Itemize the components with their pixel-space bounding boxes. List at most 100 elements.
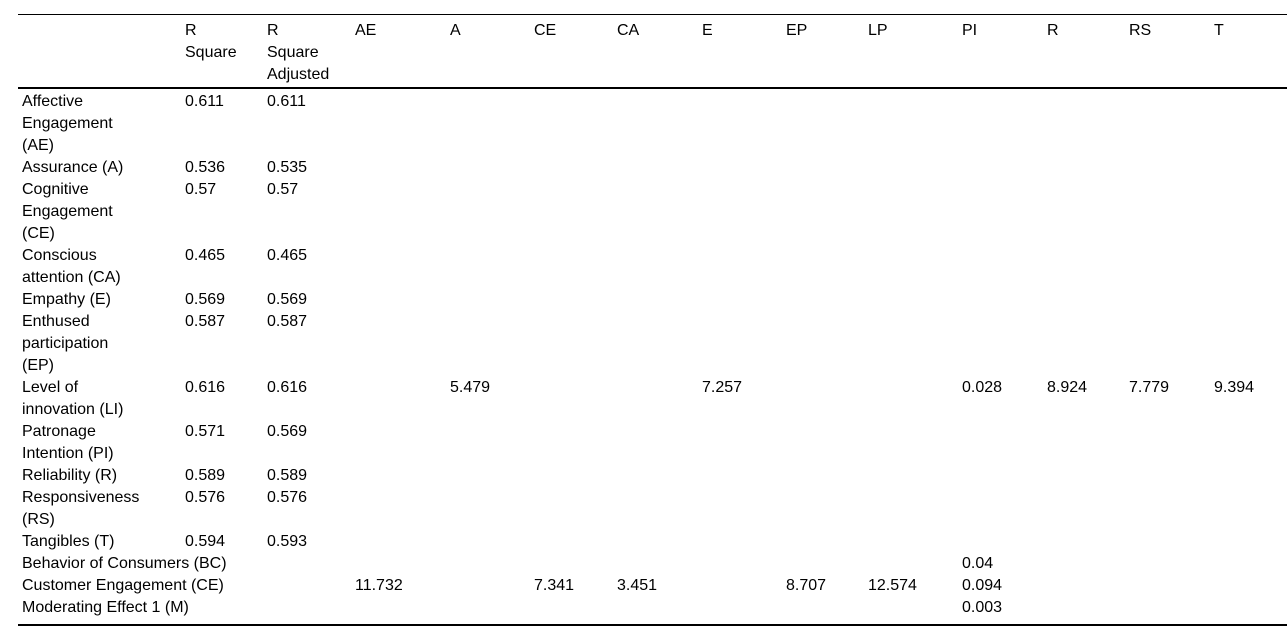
row-label: Conscious attention (CA): [18, 245, 185, 289]
cell-T: [1214, 487, 1287, 531]
cell-r_square: 0.571: [185, 423, 226, 440]
cell-PI: [962, 465, 1047, 487]
cell-AE: [355, 377, 450, 421]
cell-T: [1214, 421, 1287, 465]
cell-PI: [962, 157, 1047, 179]
cell-CA: [617, 421, 702, 465]
cell-AE: [355, 289, 450, 311]
header-empty-cell: [18, 14, 185, 89]
cell-E: [702, 575, 786, 597]
cell-r_square: 0.569: [185, 291, 226, 308]
cell-PI: [962, 311, 1047, 377]
cell-T: [1214, 575, 1287, 597]
row-label: Responsiveness (RS): [18, 487, 185, 531]
table-header: R Square R Square Adjusted AE A CE CA E …: [18, 14, 1287, 89]
cell-CA: [617, 465, 702, 487]
cell-PI: [962, 421, 1047, 465]
table-row: Empathy (E) 0.569 0.569: [18, 289, 1287, 311]
cell-R: [1047, 289, 1129, 311]
header-r-square-adjusted-label: R Square Adjusted: [267, 22, 330, 83]
cell-CA: [617, 289, 702, 311]
cell-LP: [868, 421, 962, 465]
cell-r_square_adjusted: 0.587: [267, 313, 308, 330]
cell-PI: 0.04: [962, 555, 994, 572]
cell-R: [1047, 531, 1129, 553]
cell-r_square_adjusted: 0.593: [267, 533, 308, 550]
header-t: T: [1214, 14, 1287, 89]
cell-E: [702, 421, 786, 465]
cell-RS: [1129, 245, 1214, 289]
cell-r_square_adjusted: 0.569: [267, 423, 308, 440]
cell-E: [702, 311, 786, 377]
cell-r_square: 0.611: [185, 93, 224, 110]
cell-A: [450, 179, 534, 245]
cell-R: [1047, 179, 1129, 245]
row-label: Assurance (A): [18, 157, 185, 179]
header-r-square: R Square: [185, 14, 267, 89]
cell-r_square_adjusted: 0.535: [267, 159, 308, 176]
cell-A: [450, 465, 534, 487]
cell-A: [450, 157, 534, 179]
header-pi: PI: [962, 14, 1047, 89]
header-r-square-adjusted: R Square Adjusted: [267, 14, 355, 89]
cell-CE: [534, 597, 617, 625]
row-label: Enthused participation (EP): [18, 311, 185, 377]
row-label: Cognitive Engagement (CE): [18, 179, 185, 245]
row-label-text: Responsiveness (RS): [22, 489, 140, 528]
cell-AE: [355, 179, 450, 245]
cell-r_square_adjusted: 0.465: [267, 247, 308, 264]
table-body: Affective Engagement (AE) 0.611 0.611 Assur…: [18, 88, 1287, 625]
cell-T: [1214, 88, 1287, 157]
cell-CA: [617, 487, 702, 531]
cell-CE: [534, 377, 617, 421]
cell-E: [702, 531, 786, 553]
cell-E: [702, 179, 786, 245]
cell-A: 5.479: [450, 379, 491, 396]
table-row: Affective Engagement (AE) 0.611 0.611: [18, 88, 1287, 157]
cell-R: 8.924: [1047, 379, 1088, 396]
cell-RS: [1129, 575, 1214, 597]
cell-CA: [617, 179, 702, 245]
header-r-square-label: R Square: [185, 22, 237, 61]
header-ce: CE: [534, 14, 617, 89]
table-row: Conscious attention (CA) 0.465 0.465: [18, 245, 1287, 289]
cell-E: [702, 487, 786, 531]
cell-EP: [786, 377, 868, 421]
cell-LP: [868, 377, 962, 421]
cell-PI: [962, 179, 1047, 245]
row-label: Level of innovation (LI): [18, 377, 185, 421]
table-row: Tangibles (T) 0.594 0.593: [18, 531, 1287, 553]
row-label-text: Enthused participation (EP): [22, 313, 109, 374]
cell-AE: [355, 311, 450, 377]
cell-CE: 7.341: [534, 577, 575, 594]
row-label-text: Assurance (A): [22, 159, 124, 176]
cell-PI: [962, 289, 1047, 311]
cell-R: [1047, 553, 1129, 575]
cell-LP: [868, 487, 962, 531]
cell-EP: [786, 311, 868, 377]
cell-LP: [868, 179, 962, 245]
cell-EP: [786, 597, 868, 625]
header-ae: AE: [355, 14, 450, 89]
cell-R: [1047, 88, 1129, 157]
cell-T: [1214, 245, 1287, 289]
cell-R: [1047, 487, 1129, 531]
cell-R: [1047, 311, 1129, 377]
cell-RS: [1129, 179, 1214, 245]
cell-EP: [786, 179, 868, 245]
cell-AE: [355, 421, 450, 465]
row-label-text: Tangibles (T): [22, 533, 115, 550]
cell-T: [1214, 179, 1287, 245]
table-row: Cognitive Engagement (CE) 0.57 0.57: [18, 179, 1287, 245]
cell-RS: [1129, 311, 1214, 377]
row-label: Customer Engagement (CE): [22, 577, 224, 594]
table-row: Assurance (A) 0.536 0.535: [18, 157, 1287, 179]
cell-T: [1214, 465, 1287, 487]
header-ep: EP: [786, 14, 868, 89]
cell-RS: [1129, 553, 1214, 575]
cell-r_square_adjusted: 0.57: [267, 181, 299, 198]
cell-R: [1047, 157, 1129, 179]
cell-EP: 8.707: [786, 577, 827, 594]
cell-EP: [786, 465, 868, 487]
cell-PI: [962, 531, 1047, 553]
